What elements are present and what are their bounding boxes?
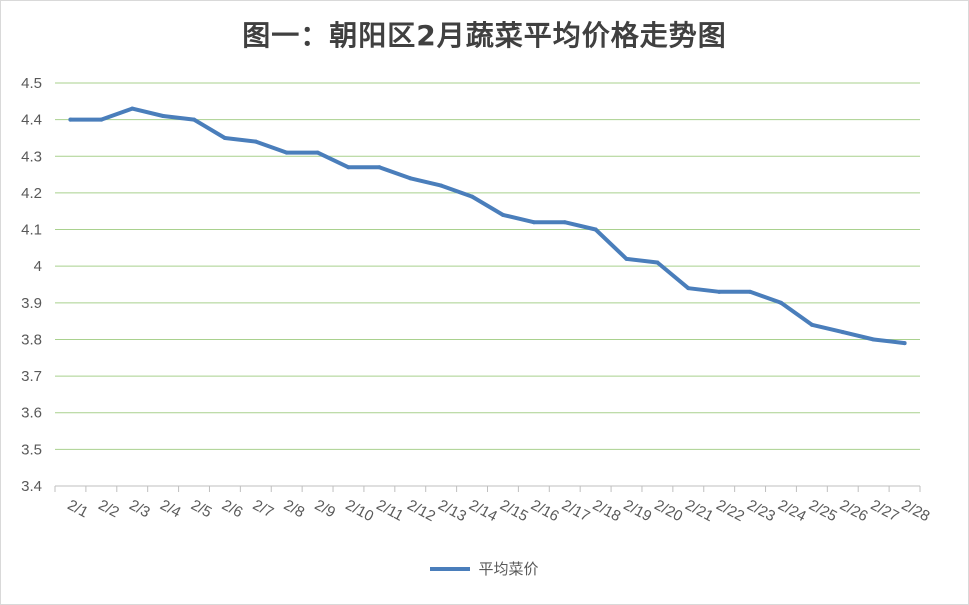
x-tick-label: 2/28 <box>899 497 933 526</box>
data-point <box>315 150 320 155</box>
legend-label: 平均菜价 <box>478 560 539 578</box>
x-tick-label: 2/24 <box>775 497 809 526</box>
y-tick-label: 4.4 <box>21 112 42 129</box>
x-tick-label: 2/19 <box>621 497 655 526</box>
data-point <box>717 289 722 294</box>
data-point <box>68 117 73 122</box>
x-tick-label: 2/13 <box>435 497 469 526</box>
x-tick-label: 2/26 <box>837 497 871 526</box>
data-point <box>531 220 536 225</box>
x-tick-label: 2/25 <box>806 497 840 526</box>
x-tick-label: 2/15 <box>497 497 531 526</box>
x-tick-label: 2/18 <box>590 497 624 526</box>
x-tick-label: 2/14 <box>466 497 500 526</box>
x-tick-label: 2/3 <box>126 497 152 522</box>
y-tick-label: 3.6 <box>21 405 42 422</box>
y-tick-label: 3.7 <box>21 368 42 385</box>
data-point <box>778 300 783 305</box>
data-point <box>562 220 567 225</box>
data-point <box>253 139 258 144</box>
x-tick-label: 2/23 <box>744 497 778 526</box>
y-tick-label: 3.5 <box>21 441 42 458</box>
data-point <box>222 135 227 140</box>
data-point <box>99 117 104 122</box>
data-point <box>655 260 660 265</box>
x-tick-label: 2/17 <box>559 497 593 526</box>
x-tick-label: 2/6 <box>219 497 245 522</box>
x-tick-label: 2/2 <box>95 497 121 522</box>
y-tick-label: 4.1 <box>21 222 42 239</box>
x-tick-label: 2/20 <box>652 497 686 526</box>
series-line <box>68 106 907 346</box>
data-point <box>902 341 907 346</box>
x-tick-label: 2/21 <box>682 497 716 526</box>
x-tick-label: 2/5 <box>188 497 214 522</box>
data-point <box>130 106 135 111</box>
data-point <box>840 330 845 335</box>
data-point <box>346 165 351 170</box>
data-point <box>809 322 814 327</box>
x-tick-label: 2/10 <box>343 497 377 526</box>
x-tick-label: 2/8 <box>281 497 307 522</box>
data-point <box>593 227 598 232</box>
x-tick-label: 2/16 <box>528 497 562 526</box>
data-point <box>408 176 413 181</box>
legend: 平均菜价 <box>0 558 969 579</box>
y-tick-label: 4.5 <box>21 75 42 92</box>
data-point <box>161 113 166 118</box>
data-point <box>284 150 289 155</box>
x-tick-label: 2/4 <box>157 497 183 522</box>
data-point <box>500 212 505 217</box>
x-tick-label: 2/12 <box>404 497 438 526</box>
data-point <box>377 165 382 170</box>
chart-title: 图一：朝阳区2月蔬菜平均价格走势图 <box>242 19 727 52</box>
y-tick-label: 4 <box>34 258 42 275</box>
y-tick-label: 3.9 <box>21 295 42 312</box>
legend-swatch <box>430 566 471 571</box>
y-tick-label: 3.8 <box>21 331 42 348</box>
y-tick-label: 3.4 <box>21 478 42 495</box>
data-point <box>748 289 753 294</box>
data-point <box>871 337 876 342</box>
data-point <box>686 286 691 291</box>
x-tick-label: 2/7 <box>250 497 276 522</box>
data-point <box>470 194 475 199</box>
x-tick-label: 2/22 <box>713 497 747 526</box>
x-tick-label: 2/1 <box>65 497 91 522</box>
data-point <box>439 183 444 188</box>
y-tick-label: 4.3 <box>21 148 42 165</box>
x-tick-label: 2/27 <box>868 497 902 526</box>
x-tick-label: 2/11 <box>373 497 406 525</box>
data-point <box>192 117 197 122</box>
data-point <box>624 256 629 261</box>
x-tick-label: 2/9 <box>312 497 338 522</box>
y-tick-label: 4.2 <box>21 185 42 202</box>
